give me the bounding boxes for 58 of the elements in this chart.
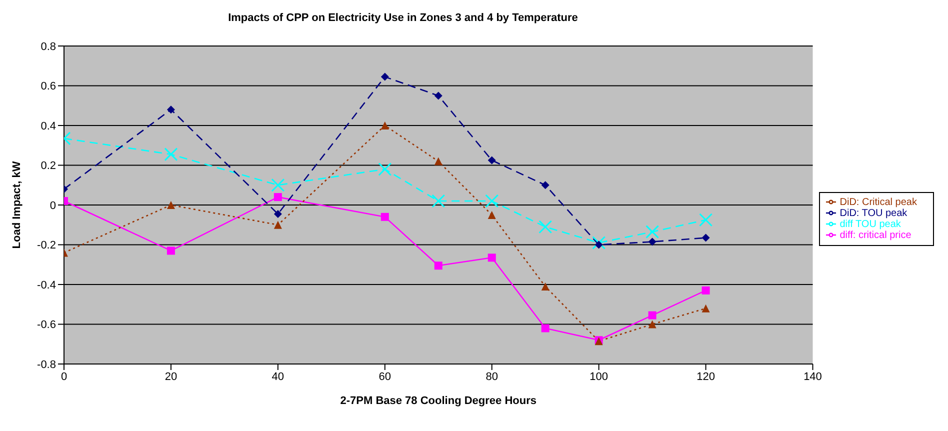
point <box>541 282 550 290</box>
x-tick-label: 20 <box>164 370 178 383</box>
point <box>166 106 175 114</box>
y-tick-label: 0.8 <box>40 40 56 53</box>
y-tick-label: -0.2 <box>37 240 56 252</box>
point <box>434 157 442 166</box>
chart-title: Impacts of CPP on Electricity Use in Zones 3 and 4 by Temperature <box>227 11 579 24</box>
point <box>432 194 446 208</box>
point <box>541 324 550 332</box>
y-tick-label: 0 <box>50 200 56 212</box>
point <box>485 194 499 208</box>
x-tick-label: 100 <box>590 370 608 383</box>
x-tick-label: 60 <box>378 370 392 383</box>
point <box>594 240 603 249</box>
point <box>648 320 656 328</box>
point <box>538 220 552 234</box>
point <box>271 178 285 192</box>
point <box>164 148 178 162</box>
legend-label: DiD: TOU peak <box>840 208 908 219</box>
point <box>488 210 496 219</box>
point <box>646 225 660 239</box>
point <box>702 286 710 294</box>
legend-label: diff TOU peak <box>840 219 901 230</box>
y-tick-label: -0.6 <box>37 319 56 332</box>
point <box>434 262 442 270</box>
point <box>488 156 496 164</box>
x-tick-label: 120 <box>696 370 715 383</box>
point <box>274 210 282 218</box>
point <box>702 304 710 312</box>
point <box>380 122 389 130</box>
y-tick-label: 0.4 <box>40 120 56 132</box>
x-tick-label: 80 <box>486 370 498 383</box>
y-tick-label: -0.4 <box>37 279 56 292</box>
y-tick-label: 0.6 <box>40 80 56 93</box>
point <box>648 238 656 246</box>
point <box>434 92 442 100</box>
point <box>380 72 389 81</box>
y-axis-title: Load Impact, kW <box>10 160 23 249</box>
x-tick-label: 40 <box>272 370 284 383</box>
legend-label: DiD: Critical peak <box>840 197 917 208</box>
point <box>699 213 713 227</box>
point <box>274 193 282 202</box>
point <box>648 311 656 320</box>
x-tick-label: 0 <box>60 370 68 383</box>
point <box>541 181 550 190</box>
point <box>378 162 392 176</box>
point <box>274 220 282 229</box>
x-tick-label: 140 <box>804 370 822 383</box>
point <box>592 236 606 250</box>
y-tick-label: -0.8 <box>37 358 56 371</box>
point <box>166 246 175 255</box>
point <box>702 234 710 242</box>
y-tick-label: 0.2 <box>40 160 56 172</box>
point <box>380 212 389 221</box>
legend-label: diff: critical price <box>840 230 912 241</box>
point <box>488 254 496 262</box>
x-axis-title: 2-7PM Base 78 Cooling Degree Hours <box>340 395 536 407</box>
point <box>166 201 175 209</box>
